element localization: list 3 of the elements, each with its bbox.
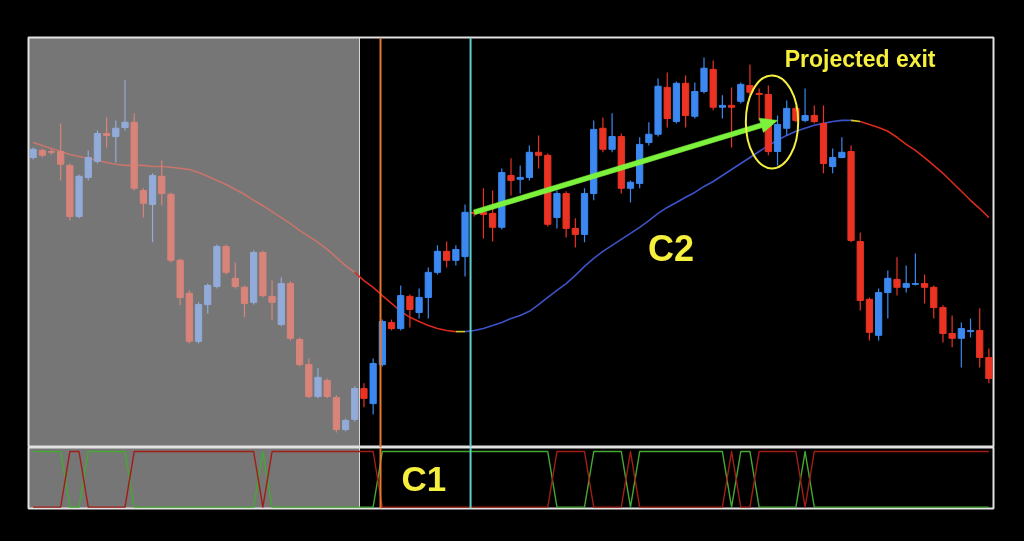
annotation: C1 — [401, 459, 447, 499]
annotation: Projected exit — [784, 45, 936, 72]
annotation: C2 — [647, 227, 694, 269]
